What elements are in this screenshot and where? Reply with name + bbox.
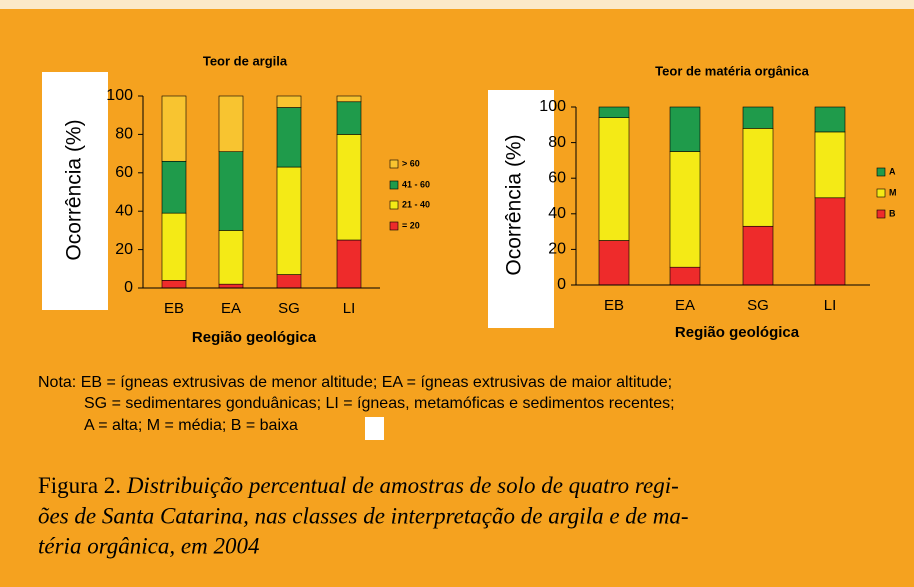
legend-label: = 20 <box>402 220 420 230</box>
label-box <box>488 90 554 328</box>
note-line: A = alta; M = média; B = baixa <box>84 417 298 434</box>
chart-title: Teor de matéria orgânica <box>655 63 809 78</box>
bar-segment <box>161 212 187 281</box>
white-box <box>365 417 384 440</box>
bar-segment <box>218 230 244 285</box>
bar-segment <box>742 106 774 129</box>
y-tick-label: 0 <box>124 279 133 296</box>
x-tick-label: SG <box>747 297 769 314</box>
y-tick-label: 20 <box>115 241 133 258</box>
bar-segment <box>742 128 774 227</box>
bar-segment <box>276 95 302 108</box>
y-tick-label: 0 <box>557 276 566 293</box>
bar-segment <box>161 95 187 162</box>
y-tick-label: 80 <box>548 134 566 151</box>
bar-segment <box>669 151 701 268</box>
bar-segment <box>336 101 362 135</box>
legend-swatch <box>389 180 399 190</box>
top-band <box>0 0 914 9</box>
y-tick-label: 100 <box>539 98 566 115</box>
bar-segment <box>814 197 846 286</box>
legend-swatch <box>876 188 886 198</box>
bar-segment <box>336 239 362 289</box>
y-tick-label: 60 <box>548 169 566 186</box>
caption-text: ões de Santa Catarina, nas classes de in… <box>38 503 689 528</box>
x-tick-label: EB <box>604 297 624 314</box>
bar-segment <box>598 117 630 241</box>
bar-segment <box>742 225 774 286</box>
x-tick-label: EA <box>675 297 695 314</box>
bar-segment <box>276 107 302 168</box>
y-axis-label: Ocorrência (%) <box>63 119 86 260</box>
y-tick-label: 80 <box>115 126 133 143</box>
x-tick-label: SG <box>278 300 300 317</box>
legend-label: A <box>889 166 896 176</box>
bar-segment <box>598 106 630 118</box>
bar-segment <box>336 95 362 103</box>
legend-label: > 60 <box>402 158 420 168</box>
label-box <box>42 72 108 310</box>
bar-segment <box>218 283 244 289</box>
x-tick-label: LI <box>824 297 837 314</box>
legend-swatch <box>876 167 886 177</box>
chart-title: Teor de argila <box>203 53 288 68</box>
bar-segment <box>669 266 701 286</box>
bar-segment <box>276 274 302 289</box>
y-tick-label: 60 <box>115 164 133 181</box>
bar-segment <box>161 280 187 289</box>
legend-swatch <box>389 200 399 210</box>
x-tick-label: LI <box>343 300 356 317</box>
y-axis-label: Ocorrência (%) <box>503 134 526 275</box>
y-tick-label: 40 <box>548 205 566 222</box>
legend-label: 41 - 60 <box>402 179 430 189</box>
bar-segment <box>161 160 187 214</box>
legend-label: 21 - 40 <box>402 199 430 209</box>
legend-label: B <box>889 208 896 218</box>
caption-text: téria orgânica, em 2004 <box>38 533 259 558</box>
bar-segment <box>218 95 244 152</box>
x-axis-label: Região geológica <box>192 329 317 346</box>
legend-label: M <box>889 187 897 197</box>
x-tick-label: EA <box>221 300 241 317</box>
x-axis-label: Região geológica <box>675 324 800 341</box>
legend-swatch <box>389 159 399 169</box>
bar-segment <box>814 106 846 133</box>
caption: Figura 2. Distribuição percentual de amo… <box>38 473 679 498</box>
note-line: SG = sedimentares gonduânicas; LI = ígne… <box>84 395 675 412</box>
caption-label: Figura 2. <box>38 473 121 498</box>
bar-segment <box>276 166 302 275</box>
caption-text: Distribuição percentual de amostras de s… <box>121 473 679 498</box>
y-tick-label: 100 <box>106 87 133 104</box>
y-tick-label: 40 <box>115 202 133 219</box>
y-tick-label: 20 <box>548 241 566 258</box>
bar-segment <box>218 151 244 231</box>
bar-segment <box>669 106 701 152</box>
note-line: Nota: EB = ígneas extrusivas de menor al… <box>38 374 672 391</box>
legend-swatch <box>876 209 886 219</box>
x-tick-label: EB <box>164 300 184 317</box>
bar-segment <box>814 131 846 199</box>
bar-segment <box>598 240 630 286</box>
legend-swatch <box>389 221 399 231</box>
bar-segment <box>336 134 362 241</box>
